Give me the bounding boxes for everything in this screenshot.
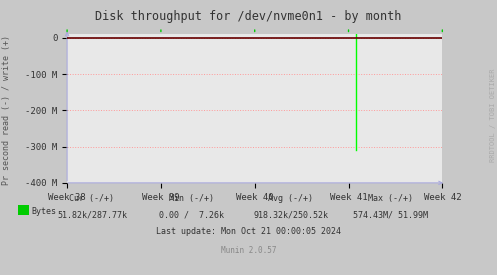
Text: 0.00 /  7.26k: 0.00 / 7.26k <box>159 210 224 219</box>
Text: Min (-/+): Min (-/+) <box>169 194 214 203</box>
Text: Pr second read (-) / write (+): Pr second read (-) / write (+) <box>2 35 11 185</box>
Text: RRDTOOL / TOBI OETIKER: RRDTOOL / TOBI OETIKER <box>490 69 496 162</box>
Text: Disk throughput for /dev/nvme0n1 - by month: Disk throughput for /dev/nvme0n1 - by mo… <box>95 10 402 23</box>
Text: Munin 2.0.57: Munin 2.0.57 <box>221 246 276 255</box>
Text: 51.82k/287.77k: 51.82k/287.77k <box>57 210 127 219</box>
Text: Bytes: Bytes <box>31 207 56 216</box>
Text: Last update: Mon Oct 21 00:00:05 2024: Last update: Mon Oct 21 00:00:05 2024 <box>156 227 341 236</box>
Text: Max (-/+): Max (-/+) <box>368 194 413 203</box>
Text: 574.43M/ 51.99M: 574.43M/ 51.99M <box>353 210 427 219</box>
Text: Cur (-/+): Cur (-/+) <box>70 194 114 203</box>
Text: Avg (-/+): Avg (-/+) <box>268 194 313 203</box>
Text: 918.32k/250.52k: 918.32k/250.52k <box>253 210 328 219</box>
